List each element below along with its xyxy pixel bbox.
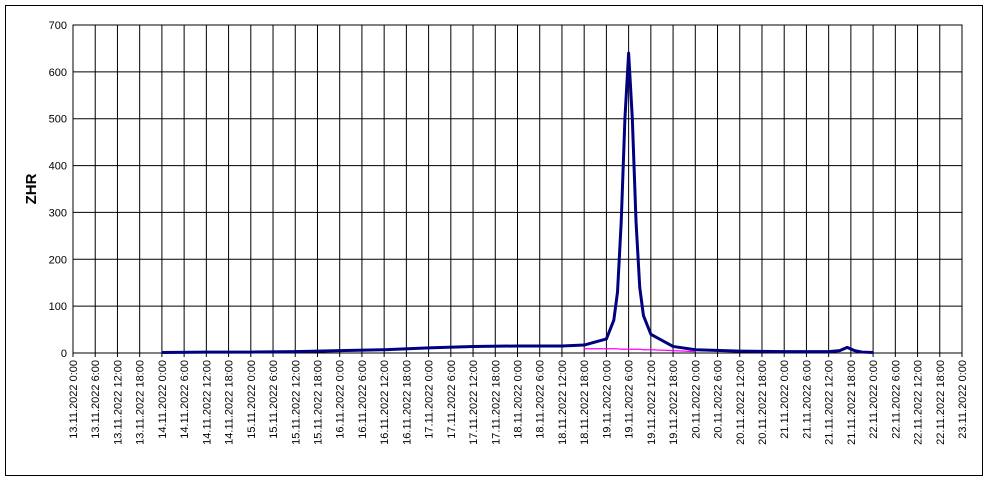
x-tick-label: 18.11.2022 18:00 <box>579 360 591 445</box>
series-line <box>161 51 874 355</box>
x-tick-label: 15.11.2022 6:00 <box>268 360 280 439</box>
x-tick-label: 23.11.2022 0:00 <box>957 360 969 439</box>
x-tick-label: 15.11.2022 0:00 <box>246 360 258 439</box>
x-tick-label: 14.11.2022 0:00 <box>157 360 169 439</box>
x-tick-label: 20.11.2022 18:00 <box>757 360 769 445</box>
x-tick-label: 21.11.2022 6:00 <box>801 360 813 439</box>
x-tick-label: 22.11.2022 18:00 <box>935 360 947 445</box>
y-axis-label: ZHR <box>23 173 40 204</box>
x-tick-label: 20.11.2022 12:00 <box>735 360 747 445</box>
x-tick-label: 17.11.2022 18:00 <box>490 360 502 445</box>
series-line <box>584 348 696 353</box>
x-tick-label: 22.11.2022 6:00 <box>890 360 902 439</box>
y-tick-label: 700 <box>49 20 67 32</box>
x-tick-label: 16.11.2022 0:00 <box>335 360 347 439</box>
x-tick-label: 21.11.2022 0:00 <box>779 360 791 439</box>
x-tick-label: 17.11.2022 12:00 <box>468 360 480 445</box>
x-tick-label: 13.11.2022 0:00 <box>68 360 80 439</box>
y-tick-label: 200 <box>49 254 67 266</box>
x-tick-label: 16.11.2022 6:00 <box>357 360 369 439</box>
y-tick-label: 0 <box>61 348 67 360</box>
x-tick-label: 19.11.2022 0:00 <box>601 360 613 439</box>
x-tick-label: 15.11.2022 12:00 <box>290 360 302 445</box>
y-tick-label: 300 <box>49 207 67 219</box>
x-tick-label: 17.11.2022 6:00 <box>446 360 458 439</box>
y-tick-label: 600 <box>49 67 67 79</box>
x-tick-label: 17.11.2022 0:00 <box>424 360 436 439</box>
chart-border <box>5 5 983 476</box>
x-tick-label: 14.11.2022 18:00 <box>224 360 236 445</box>
y-tick-label: 400 <box>49 161 67 173</box>
x-tick-label: 22.11.2022 0:00 <box>868 360 880 439</box>
x-tick-label: 13.11.2022 12:00 <box>112 360 124 445</box>
x-tick-label: 21.11.2022 12:00 <box>824 360 836 445</box>
x-tick-label: 16.11.2022 18:00 <box>401 360 413 445</box>
x-tick-label: 16.11.2022 12:00 <box>379 360 391 445</box>
x-tick-label: 14.11.2022 12:00 <box>201 360 213 445</box>
x-tick-label: 13.11.2022 18:00 <box>135 360 147 445</box>
x-tick-label: 13.11.2022 6:00 <box>90 360 102 439</box>
x-tick-label: 20.11.2022 6:00 <box>713 360 725 439</box>
x-tick-label: 19.11.2022 18:00 <box>668 360 680 445</box>
x-tick-label: 18.11.2022 12:00 <box>557 360 569 445</box>
x-tick-label: 22.11.2022 12:00 <box>913 360 925 445</box>
x-tick-label: 15.11.2022 18:00 <box>312 360 324 445</box>
x-tick-label: 18.11.2022 6:00 <box>535 360 547 439</box>
plot-frame <box>72 24 963 354</box>
x-tick-label: 19.11.2022 6:00 <box>624 360 636 439</box>
x-tick-label: 21.11.2022 18:00 <box>846 360 858 445</box>
x-tick-label: 18.11.2022 0:00 <box>513 360 525 439</box>
x-tick-label: 19.11.2022 12:00 <box>646 360 658 445</box>
y-tick-label: 100 <box>49 301 67 313</box>
x-tick-label: 14.11.2022 6:00 <box>179 360 191 439</box>
y-tick-label: 500 <box>49 114 67 126</box>
x-tick-label: 20.11.2022 0:00 <box>690 360 702 439</box>
